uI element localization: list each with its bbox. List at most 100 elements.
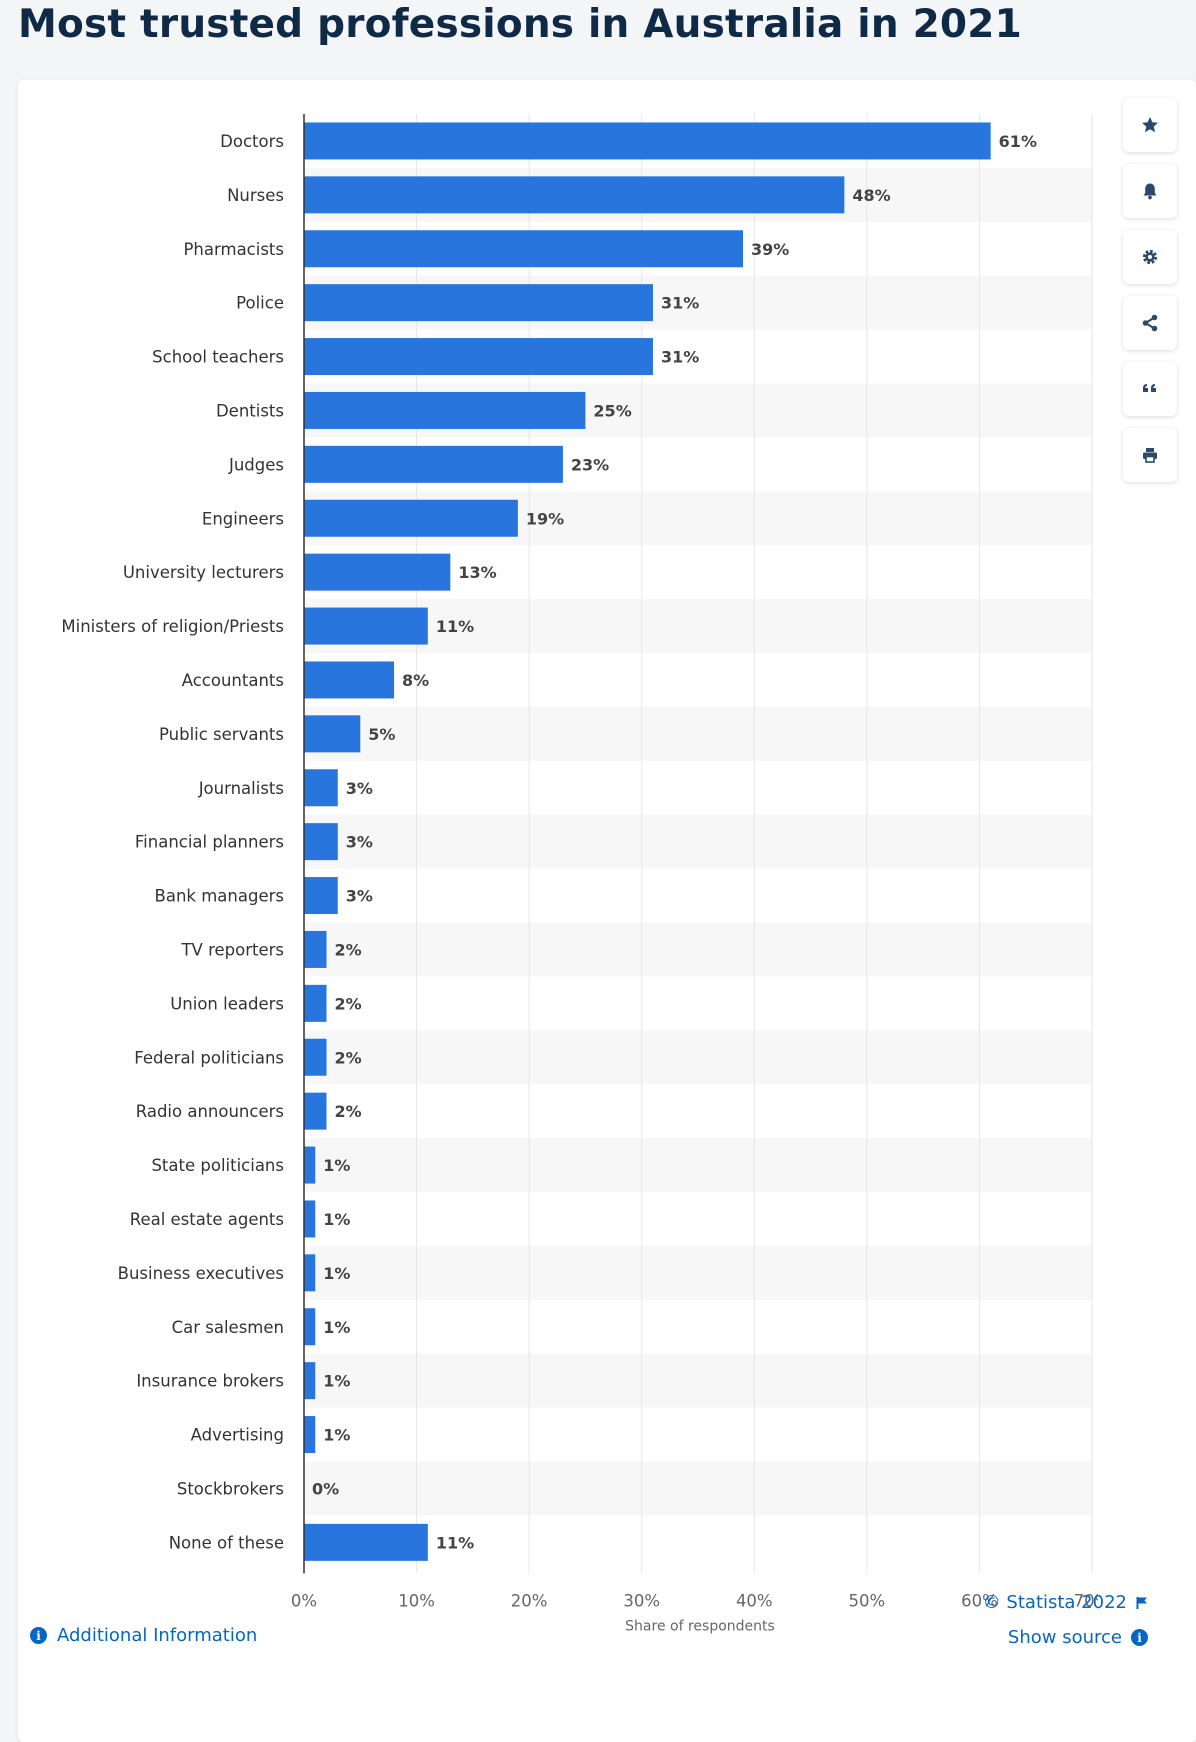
bar [304, 338, 653, 376]
copyright-text: © Statista 2022 [982, 1592, 1127, 1613]
row-band [304, 706, 1092, 761]
star-icon [1142, 117, 1158, 133]
category-label: Public servants [159, 725, 284, 744]
cite-button[interactable] [1123, 362, 1177, 416]
category-label: State politicians [151, 1156, 284, 1175]
category-label: Advertising [191, 1426, 284, 1445]
print-button[interactable] [1123, 428, 1177, 482]
bar [304, 823, 338, 861]
gear-icon [1142, 249, 1158, 265]
bar [304, 930, 327, 968]
bar [304, 661, 395, 699]
category-label: Car salesmen [172, 1318, 284, 1337]
row-band [304, 922, 1092, 977]
notification-button[interactable] [1123, 164, 1177, 218]
category-label: Judges [228, 455, 284, 474]
category-label: Union leaders [170, 994, 284, 1013]
data-label: 5% [368, 725, 395, 744]
bar [304, 1254, 316, 1292]
settings-button[interactable] [1123, 230, 1177, 284]
chart-card: Doctors 61% Nurses 48% Pharmacists 39% Police 3… [18, 80, 1196, 1742]
bar [304, 230, 744, 268]
chart-toolbar [1123, 98, 1179, 494]
row-band [304, 1030, 1092, 1085]
bar [304, 1308, 316, 1346]
print-icon [1143, 448, 1157, 463]
data-label: 11% [436, 1533, 474, 1552]
data-label: 0% [312, 1479, 339, 1498]
share-icon [1142, 314, 1158, 332]
bar [304, 1038, 327, 1076]
bar [304, 877, 338, 915]
row-band [304, 814, 1092, 869]
data-label: 61% [999, 132, 1037, 151]
bar [304, 176, 845, 214]
row-band [304, 1353, 1092, 1408]
row-band [304, 1461, 1092, 1516]
data-label: 2% [335, 994, 362, 1013]
category-label: School teachers [152, 348, 284, 367]
share-button[interactable] [1123, 296, 1177, 350]
data-label: 1% [323, 1318, 350, 1337]
show-source-link[interactable]: Show source i [1008, 1627, 1148, 1648]
data-label: 2% [335, 940, 362, 959]
data-label: 31% [661, 294, 699, 313]
x-tick-label: 20% [511, 1591, 548, 1610]
x-tick-label: 70% [1074, 1591, 1098, 1610]
category-label: Stockbrokers [177, 1479, 284, 1498]
bar [304, 445, 563, 483]
row-band [304, 1245, 1092, 1300]
bar [304, 391, 586, 429]
category-label: Financial planners [135, 833, 284, 852]
x-tick-label: 30% [623, 1591, 660, 1610]
data-label: 3% [346, 833, 373, 852]
bar [304, 1146, 316, 1184]
additional-information-text: Additional Information [57, 1625, 258, 1646]
data-label: 31% [661, 348, 699, 367]
row-band [304, 599, 1092, 653]
bar [304, 607, 428, 645]
category-label: University lecturers [123, 563, 284, 582]
category-label: None of these [169, 1533, 284, 1552]
data-label: 1% [323, 1372, 350, 1391]
category-label: Accountants [182, 671, 284, 690]
data-label: 19% [526, 509, 564, 528]
data-label: 23% [571, 455, 609, 474]
row-band [304, 1138, 1092, 1192]
data-label: 13% [458, 563, 496, 582]
bar [304, 1200, 316, 1238]
data-label: 3% [346, 887, 373, 906]
favorite-button[interactable] [1123, 98, 1177, 152]
data-label: 3% [346, 779, 373, 798]
x-tick-label: 60% [961, 1591, 998, 1610]
category-label: Real estate agents [130, 1210, 284, 1229]
copyright-link[interactable]: © Statista 2022 [983, 1592, 1148, 1613]
show-source-text: Show source [1007, 1627, 1122, 1648]
category-label: TV reporters [180, 940, 284, 959]
bar-chart: Doctors 61% Nurses 48% Pharmacists 39% Police 3… [61, 114, 1098, 1634]
bar [304, 1523, 428, 1561]
x-tick-label: 40% [736, 1591, 773, 1610]
x-tick-label: 50% [849, 1591, 886, 1610]
data-label: 25% [593, 401, 631, 420]
data-label: 2% [335, 1048, 362, 1067]
data-label: 48% [852, 186, 890, 205]
category-label: Dentists [216, 401, 284, 420]
additional-information-link[interactable]: i Additional Information [30, 1625, 257, 1646]
data-label: 8% [402, 671, 429, 690]
bell-icon [1143, 183, 1157, 200]
category-label: Nurses [227, 186, 284, 205]
bar [304, 122, 991, 160]
page-title: Most trusted professions in Australia in… [18, 2, 1022, 47]
info-icon: i [1131, 1629, 1148, 1646]
category-label: Ministers of religion/Priests [61, 617, 284, 636]
data-label: 39% [751, 240, 789, 259]
info-icon: i [30, 1627, 47, 1644]
bar [304, 1416, 316, 1454]
bar [304, 984, 327, 1022]
data-label: 1% [323, 1264, 350, 1283]
category-label: Police [236, 294, 284, 313]
category-label: Bank managers [155, 887, 284, 906]
data-label: 2% [335, 1102, 362, 1121]
data-label: 11% [436, 617, 474, 636]
